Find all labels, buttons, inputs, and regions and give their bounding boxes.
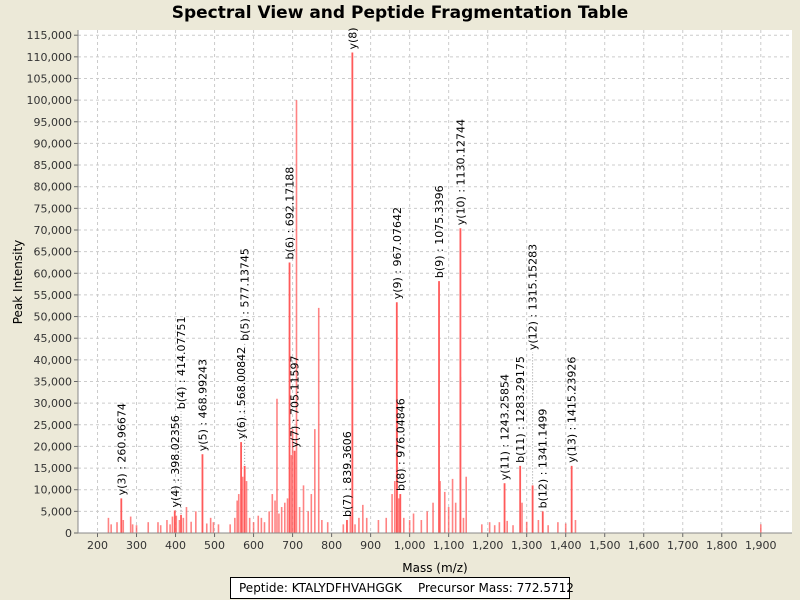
x-tick-label: 400: [165, 539, 186, 552]
peak-label: y(5) : 468.99243: [196, 359, 209, 451]
y-tick-label: 95,000: [34, 116, 73, 129]
y-tick-label: 70,000: [34, 224, 73, 237]
y-tick-label: 40,000: [34, 354, 73, 367]
peak-label: y(11) : 1243.25854: [499, 374, 512, 480]
chart-title: Spectral View and Peptide Fragmentation …: [171, 3, 629, 23]
plot-area: [78, 30, 792, 533]
peptide-sequence: Peptide: KTALYDFHVAHGGK: [239, 581, 402, 595]
y-axis-label: Peak Intensity: [11, 240, 25, 325]
peak-label: b(12) : 1341.1499: [537, 409, 550, 509]
x-tick-label: 500: [204, 539, 225, 552]
peak-label: b(9) : 1075.3396: [433, 185, 446, 278]
peak-label: y(3) : 260.96674: [115, 403, 128, 495]
peptide-legend: Peptide: KTALYDFHVAHGGK Precursor Mass: 7…: [230, 577, 574, 599]
y-tick-label: 35,000: [34, 375, 73, 388]
y-tick-label: 0: [65, 527, 72, 540]
peak-label: y(7) : 705.11597: [289, 355, 302, 447]
x-tick-label: 1,500: [589, 539, 621, 552]
peak-label: b(5) : 577.13745: [239, 248, 252, 341]
y-tick-label: 65,000: [34, 246, 73, 259]
y-tick-label: 5,000: [41, 505, 73, 518]
peak-labels: y(3) : 260.96674 y(4) : 398.02356 b(4) : 4…: [115, 27, 578, 517]
x-tick-label: 900: [360, 539, 381, 552]
y-tick-label: 75,000: [34, 202, 73, 215]
x-tick-label: 300: [126, 539, 147, 552]
y-tick-label: 45,000: [34, 332, 73, 345]
y-tick-label: 60,000: [34, 267, 73, 280]
peak-label: y(6) : 568.00842: [235, 347, 248, 439]
y-tick-label: 105,000: [27, 72, 73, 85]
x-tick-label: 600: [243, 539, 264, 552]
y-tick-label: 55,000: [34, 289, 73, 302]
peak-label: b(7) : 839.3606: [341, 431, 354, 517]
x-tick-label: 1,600: [628, 539, 660, 552]
y-tick-label: 115,000: [27, 29, 73, 42]
peak-label: y(8): [346, 27, 359, 49]
peak-label: y(4) : 398.02356: [169, 415, 182, 507]
peak-label: b(11) : 1283.29175: [514, 356, 527, 463]
x-tick-label: 700: [282, 539, 303, 552]
y-tick-label: 50,000: [34, 311, 73, 324]
x-tick-label: 1,000: [394, 539, 426, 552]
y-tick-label: 100,000: [27, 94, 73, 107]
peak-label: y(10) : 1130.12744: [454, 119, 467, 225]
x-tick-label: 1,300: [511, 539, 543, 552]
precursor-mass: Precursor Mass: 772.5712: [417, 581, 574, 595]
x-tick-label: 1,800: [706, 539, 738, 552]
peak-label: b(4) : 414.07751: [175, 316, 188, 409]
y-tick-label: 15,000: [34, 462, 73, 475]
x-tick-label: 200: [87, 539, 108, 552]
x-tick-label: 1,400: [550, 539, 582, 552]
grid-lines: [78, 30, 792, 534]
peak-bars: [107, 52, 762, 533]
peak-label: b(8) : 976.04846: [394, 398, 407, 491]
y-tick-label: 20,000: [34, 440, 73, 453]
peak-label: y(12) : 1315.15283: [527, 244, 540, 350]
peak-label: b(6) : 692.17188: [284, 167, 297, 260]
x-tick-label: 1,700: [667, 539, 699, 552]
axes: 200 300 400 500 600 700 800 900 1,000 1,100 1,200 1…: [27, 29, 792, 552]
peak-label: y(13) : 1415.23926: [566, 357, 579, 463]
peak-label: y(9) : 967.07642: [391, 207, 404, 299]
label-leader-lines: [180, 342, 534, 514]
x-tick-label: 1,200: [472, 539, 504, 552]
x-tick-label: 800: [321, 539, 342, 552]
y-tick-label: 25,000: [34, 419, 73, 432]
y-tick-label: 90,000: [34, 137, 73, 150]
x-axis-label: Mass (m/z): [402, 561, 467, 575]
y-tick-label: 30,000: [34, 397, 73, 410]
y-tick-label: 110,000: [27, 51, 73, 64]
y-tick-label: 85,000: [34, 159, 73, 172]
x-tick-label: 1,100: [433, 539, 465, 552]
y-tick-label: 10,000: [34, 484, 73, 497]
y-tick-label: 80,000: [34, 181, 73, 194]
x-tick-label: 1,900: [745, 539, 777, 552]
